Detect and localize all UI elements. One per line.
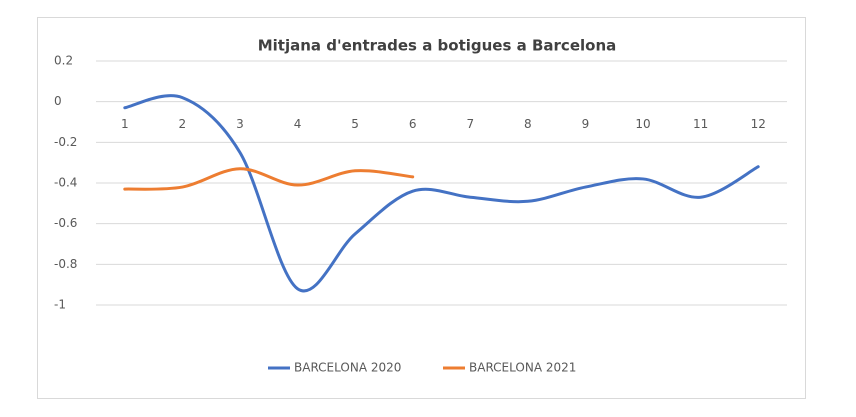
chart-title: Mitjana d'entrades a botigues a Barcelon… xyxy=(258,37,617,55)
y-tick-label: -0.8 xyxy=(54,257,77,271)
chart-frame xyxy=(37,17,806,399)
x-tick-label: 7 xyxy=(466,117,474,131)
legend-label: BARCELONA 2021 xyxy=(469,361,576,375)
y-tick-label: -0.2 xyxy=(54,135,77,149)
y-tick-label: -0.4 xyxy=(54,176,77,190)
x-tick-label: 2 xyxy=(179,117,187,131)
x-tick-label: 5 xyxy=(351,117,359,131)
x-tick-label: 8 xyxy=(524,117,532,131)
x-tick-label: 11 xyxy=(693,117,708,131)
x-tick-label: 12 xyxy=(751,117,766,131)
x-tick-label: 4 xyxy=(294,117,302,131)
legend-label: BARCELONA 2020 xyxy=(294,361,401,375)
x-tick-label: 6 xyxy=(409,117,417,131)
x-tick-label: 1 xyxy=(121,117,129,131)
y-tick-label: -1 xyxy=(54,298,66,312)
series-line xyxy=(123,167,415,191)
x-tick-label: 10 xyxy=(635,117,650,131)
y-tick-label: 0 xyxy=(54,94,62,108)
y-tick-label: -0.6 xyxy=(54,216,77,230)
x-tick-label: 3 xyxy=(236,117,244,131)
y-tick-label: 0.2 xyxy=(54,54,73,68)
series-line xyxy=(123,94,760,293)
x-tick-label: 9 xyxy=(582,117,590,131)
